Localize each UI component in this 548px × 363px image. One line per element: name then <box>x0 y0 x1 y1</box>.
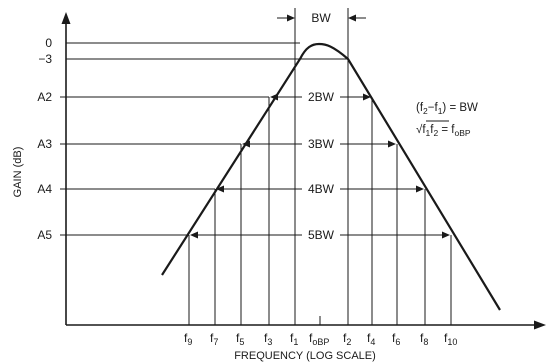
freq-label-f5: f5 <box>236 331 244 347</box>
bw-eq-close: ) = BW <box>442 102 478 114</box>
freq-label-f9: f9 <box>184 331 192 347</box>
y-axis-arrowhead <box>61 12 71 24</box>
5bw-label: 5BW <box>308 228 335 242</box>
ce-f2: f <box>430 124 434 136</box>
y-tick-label-a5: A5 <box>37 228 52 242</box>
freq-label-f7: f7 <box>210 331 218 347</box>
2bw-arrowhead-right <box>363 93 371 101</box>
ce-eq: = f <box>438 124 455 136</box>
4bw-label: 4BW <box>308 182 335 196</box>
bw-arrow-right-head <box>348 14 356 22</box>
bw-eq-open: (f <box>416 102 424 114</box>
3bw-arrowhead-left <box>242 140 250 148</box>
4bw-arrowhead-right <box>416 185 424 193</box>
freq-label-f4: f4 <box>367 331 375 347</box>
2bw-label: 2BW <box>308 90 335 104</box>
freq-label-f8: f8 <box>420 331 428 347</box>
bw-equation: (f2−f1) = BW <box>416 102 478 116</box>
freq-label-f3: f3 <box>264 331 272 347</box>
bw-eq-sub2: 2 <box>423 106 428 116</box>
center-equation: √f1f2 = foBP <box>416 123 471 138</box>
3bw-label: 3BW <box>308 137 335 151</box>
freq-label-fobp: foBP <box>309 331 329 347</box>
2bw-arrowhead-left <box>270 93 278 101</box>
y-tick-label-a2: A2 <box>37 90 52 104</box>
x-axis-arrowhead <box>534 320 546 330</box>
4bw-arrowhead-left <box>216 185 224 193</box>
y-tick-label-0: 0 <box>45 36 52 50</box>
bw-eq-minus: −f <box>428 102 439 114</box>
3bw-arrowhead-right <box>388 140 396 148</box>
y-tick-label-a4: A4 <box>37 182 52 196</box>
freq-label-f10: f10 <box>444 331 457 347</box>
bw-eq-sub1: 1 <box>438 106 443 116</box>
y-axis-title: GAIN (dB) <box>12 147 24 198</box>
ce-root: √ <box>416 123 423 136</box>
response-curve <box>161 42 501 311</box>
x-axis-title: FREQUENCY (LOG SCALE) <box>234 350 376 362</box>
bw-arrow-left-head <box>287 14 295 22</box>
ce-s2: 2 <box>433 128 438 138</box>
ce-s1: 1 <box>426 128 431 138</box>
freq-label-f2: f2 <box>343 331 351 347</box>
ce-s3: oBP <box>455 128 471 138</box>
5bw-arrowhead-left <box>190 231 198 239</box>
freq-label-f6: f6 <box>392 331 400 347</box>
y-tick-label-a3: A3 <box>37 137 52 151</box>
freq-label-f1: f1 <box>290 331 298 347</box>
bw-label: BW <box>311 11 331 25</box>
ce-f1: f <box>422 124 426 136</box>
5bw-arrowhead-right <box>442 231 450 239</box>
y-tick-label-minus3: −3 <box>38 52 52 66</box>
